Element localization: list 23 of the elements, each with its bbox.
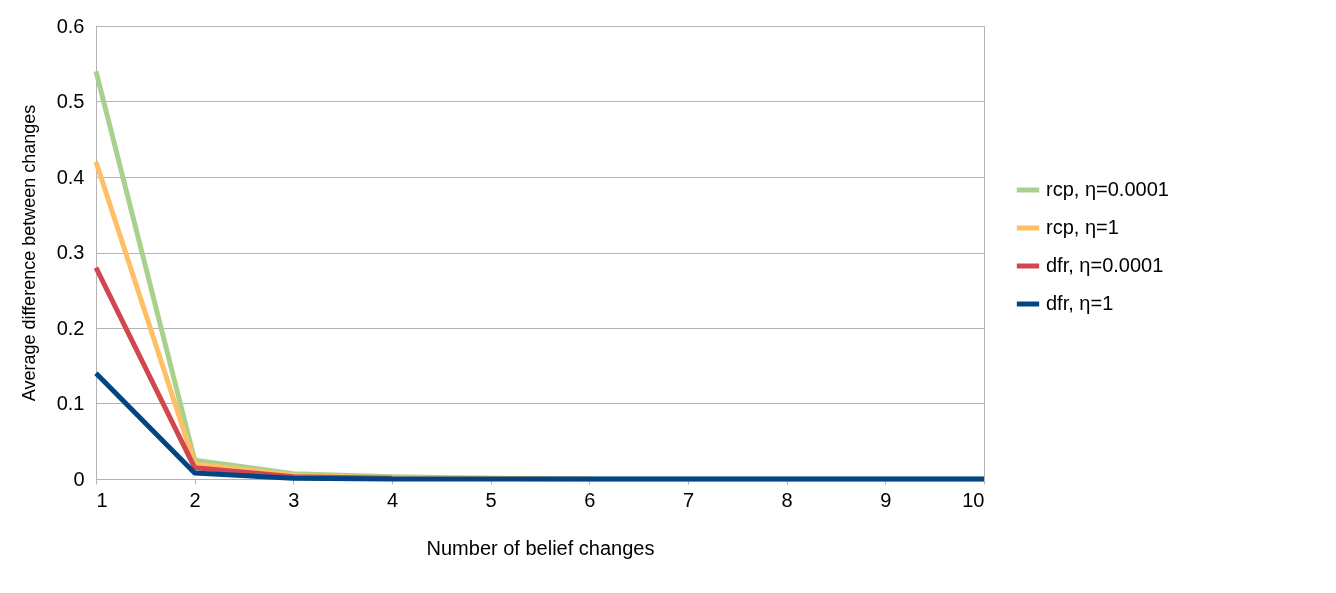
y-tick-label: 0.1 (56, 392, 85, 414)
x-tick-label: 9 (880, 488, 892, 511)
y-tick-label: 0 (73, 467, 85, 490)
legend-label: rcp, η=1 (1046, 216, 1119, 238)
x-tick-label: 2 (189, 488, 201, 511)
y-tick-label: 0.5 (56, 90, 85, 112)
legend-label: rcp, η=0.0001 (1046, 178, 1169, 200)
x-axis-title: Number of belief changes (426, 536, 655, 559)
x-tick-label: 1 (96, 488, 108, 511)
y-tick-label: 0.3 (56, 241, 85, 263)
legend-label: dfr, η=1 (1046, 292, 1114, 314)
x-tick-label: 4 (386, 488, 399, 511)
x-tick-label: 10 (962, 488, 985, 511)
x-tick-label: 3 (288, 488, 300, 511)
x-tick-label: 8 (781, 488, 793, 511)
y-axis-title: Average difference between changes (18, 104, 39, 402)
y-tick-label: 0.4 (56, 165, 85, 188)
legend-label: dfr, η=0.0001 (1046, 254, 1164, 276)
x-tick-label: 5 (485, 488, 497, 511)
x-tick-label: 7 (682, 488, 695, 511)
x-tick-label: 6 (584, 488, 596, 511)
y-tick-label: 0.6 (56, 14, 85, 37)
y-tick-label: 0.2 (56, 316, 85, 339)
